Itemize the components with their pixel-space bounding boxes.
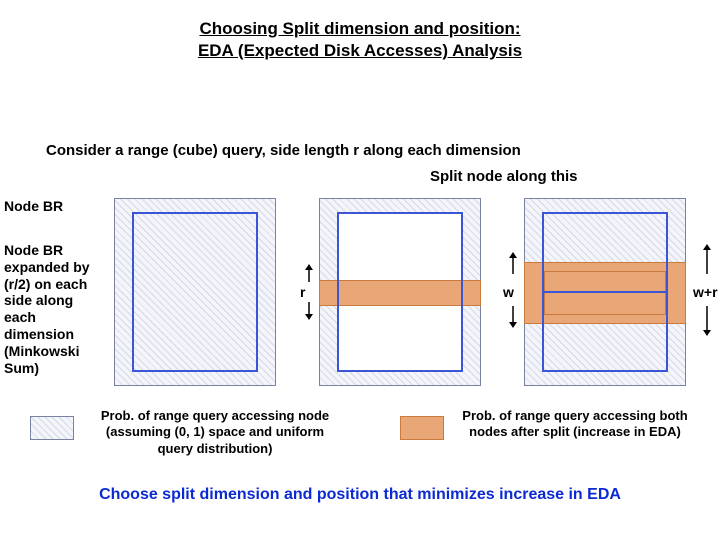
title-line2: EDA (Expected Disk Accesses) Analysis [198, 41, 522, 60]
arrow-down2-icon [508, 306, 518, 328]
legend-orange-swatch [400, 416, 444, 440]
panel3-split-line [542, 291, 668, 293]
arrow-up2-icon [508, 252, 518, 274]
panel1-inner-border [132, 212, 258, 372]
title-line1: Choosing Split dimension and position: [199, 19, 520, 38]
diagram-area: r w w+r [110, 194, 710, 390]
wr-label: w+r [693, 284, 718, 300]
caption-1: Prob. of range query accessing node (ass… [90, 408, 340, 457]
panel-3 [520, 194, 690, 390]
legend-hatch-swatch [30, 416, 74, 440]
panel-2 [315, 194, 485, 390]
panel-1 [110, 194, 280, 390]
w-label: w [503, 284, 514, 300]
arrow-down3-icon [702, 306, 712, 336]
node-br-expanded-label: Node BR expanded by (r/2) on each side a… [4, 242, 104, 376]
arrow-up3-icon [702, 244, 712, 274]
arrow-up-icon [304, 264, 314, 282]
r-label: r [300, 284, 305, 300]
node-br-label: Node BR [4, 198, 63, 214]
arrow-down-icon [304, 302, 314, 320]
panel3-orange-inner-band [544, 271, 666, 315]
panel2-inner-border [337, 212, 463, 372]
bottom-conclusion: Choose split dimension and position that… [0, 486, 720, 504]
consider-text: Consider a range (cube) query, side leng… [46, 142, 521, 159]
split-note: Split node along this [430, 168, 578, 185]
caption-row: Prob. of range query accessing node (ass… [30, 408, 700, 478]
caption-2: Prob. of range query accessing both node… [460, 408, 690, 441]
